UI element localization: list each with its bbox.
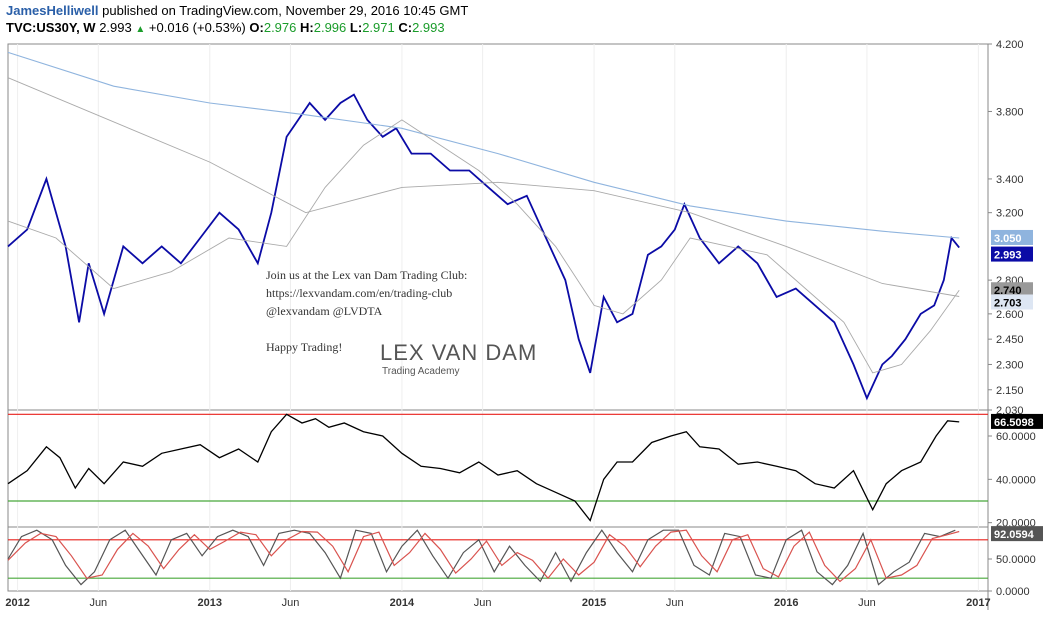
y-tick-label: 0.0000 [996, 586, 1030, 598]
y-tick-label: 4.200 [996, 39, 1024, 51]
y-tick-label: 40.0000 [996, 474, 1036, 486]
low-value: 2.971 [362, 20, 395, 35]
chart-header: JamesHelliwell published on TradingView.… [6, 2, 468, 38]
promo-line-4: Happy Trading! [266, 340, 343, 354]
x-tick-label: Jun [858, 597, 876, 609]
x-tick-label: Jun [666, 597, 684, 609]
last-value-tag-bg [991, 246, 1033, 262]
close-label: C: [398, 20, 413, 35]
series-line-rsi[interactable] [7, 413, 960, 522]
x-tick-label: 2014 [390, 597, 415, 609]
stoch-value-tag: 92.0594 [994, 529, 1035, 541]
rsi-value-tag-bg [991, 413, 1043, 429]
low-label: L: [349, 20, 363, 35]
last-value-tag-bg [991, 229, 1033, 245]
pane-frame-2 [7, 409, 989, 528]
series-line-ma_mid[interactable] [7, 77, 960, 297]
series-line-d[interactable] [7, 529, 960, 583]
x-tick-label: Jun [282, 597, 300, 609]
stoch-value-tag-bg [991, 526, 1043, 542]
rsi-value-tag: 66.5098 [994, 417, 1034, 429]
y-tick-label: 3.200 [996, 208, 1024, 220]
logo-sub: Trading Academy [382, 366, 460, 377]
published-text: published on TradingView.com, November 2… [102, 3, 469, 18]
price-change: +0.016 (+0.53%) [148, 20, 246, 35]
y-tick-label: 2.150 [996, 385, 1024, 397]
up-arrow-icon: ▲ [135, 24, 146, 35]
series-line-ma_long[interactable] [7, 51, 960, 239]
symbol-label[interactable]: TVC:US30Y, W [6, 20, 96, 35]
x-tick-label: 2015 [582, 597, 606, 609]
promo-line-1: Join us at the Lex van Dam Trading Club: [266, 268, 468, 282]
last-value-tag-bg [991, 294, 1033, 310]
open-label: O: [249, 20, 264, 35]
header-line-1: JamesHelliwell published on TradingView.… [6, 2, 468, 19]
high-value: 2.996 [313, 20, 347, 35]
open-value: 2.976 [263, 20, 297, 35]
y-tick-label: 2.300 [996, 359, 1024, 371]
header-line-2: TVC:US30Y, W 2.993 ▲ +0.016 (+0.53%) O:2… [6, 19, 468, 38]
x-tick-label: 2017 [966, 597, 990, 609]
logo-main: LEX VAN DAM [380, 340, 538, 365]
promo-line-3: @lexvandam @LVDTA [266, 304, 383, 318]
close-value: 2.993 [412, 20, 445, 35]
last-value-tag: 2.993 [994, 250, 1022, 262]
high-label: H: [300, 20, 314, 35]
y-tick-label: 50.0000 [996, 554, 1036, 566]
y-tick-label: 3.800 [996, 106, 1024, 118]
x-tick-label: 2012 [5, 597, 29, 609]
series-line-price[interactable] [7, 93, 960, 401]
last-value-tag-bg [991, 282, 1033, 298]
x-tick-label: Jun [89, 597, 107, 609]
y-tick-label: 2.450 [996, 334, 1024, 346]
series-line-k[interactable] [7, 529, 956, 586]
x-tick-label: 2016 [774, 597, 798, 609]
x-tick-label: Jun [474, 597, 492, 609]
promo-line-2: https://lexvandam.com/en/trading-club [266, 286, 453, 300]
last-value-tag: 2.703 [994, 297, 1022, 309]
y-tick-label: 3.400 [996, 174, 1024, 186]
author-link[interactable]: JamesHelliwell [6, 3, 99, 18]
last-value-tag: 2.740 [994, 285, 1022, 297]
y-tick-label: 2.600 [996, 309, 1024, 321]
series-line-ma_short[interactable] [7, 119, 960, 374]
last-value-tag: 3.050 [994, 233, 1022, 245]
x-tick-label: 2013 [198, 597, 222, 609]
last-price: 2.993 [99, 20, 132, 35]
y-tick-label: 60.0000 [996, 431, 1036, 443]
